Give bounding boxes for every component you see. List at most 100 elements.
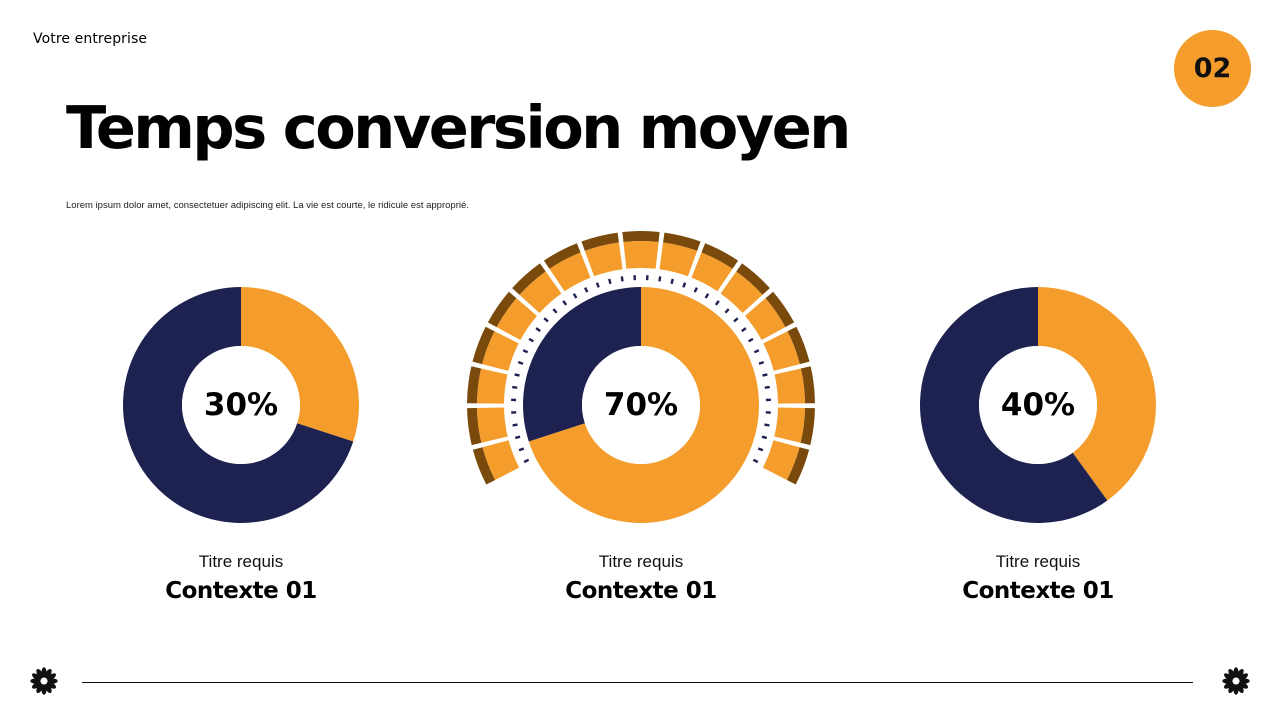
chart-3-hole [979,346,1097,464]
gauge-segment-outer [512,263,546,295]
gauge-tick [514,373,520,377]
flower-petal [44,683,52,694]
flower-petal [1223,681,1234,689]
gauge-tick [724,308,730,314]
flower-petal [44,668,52,679]
gauge-segment-outer [765,291,795,328]
gauge-tick [693,287,698,293]
gauge-tick [753,349,760,354]
gauge-segment-outer [800,407,815,446]
gauge-tick [517,360,524,365]
gauge-tick [758,360,765,365]
gauge-segment-outer [472,326,495,365]
gauge-tick [762,373,768,377]
gauge-tick [761,435,768,440]
gauge-segment-outer [487,291,517,328]
chart-1-center-label: 30% [203,387,279,423]
chart-3-slice-1 [1038,287,1157,501]
gauge-segment-outer [622,231,660,242]
gauge-segment-outer [787,326,810,365]
gauge-segment [762,440,800,480]
gauge-segment [477,368,508,404]
gauge-tick [714,300,720,306]
gauge-segment [720,271,763,313]
gauge-segment [584,242,623,277]
chart-2-slice-1 [528,287,759,523]
gauge-segment-outer [701,243,739,269]
gauge-segment [482,331,519,371]
gauge-tick [620,276,624,282]
gauge-segment-outer [472,447,496,485]
gauge-segment [774,407,805,443]
gauge-tick [522,349,529,354]
gauge-tick [512,385,518,389]
company-name: Votre entreprise [33,31,148,47]
gauge-segment-outer [581,232,619,251]
flower-petal [1238,673,1249,681]
gauge-tick [535,327,541,333]
donut-chart-3 [920,287,1157,523]
gauge-tick [704,293,710,299]
gauge-segment-outer [663,232,701,251]
gauge-segment [482,440,520,480]
footer-divider [82,682,1193,683]
gauge-segment-outer [467,407,482,446]
gauge-tick [764,423,770,427]
flower-icon [1222,667,1250,695]
flower-petal [1228,683,1236,694]
gauge-tick [658,276,662,282]
chart-1-slice-1 [241,287,359,442]
gauge-segment [763,331,800,371]
page-title: Temps conversion moyen [66,93,851,162]
chart-3-context: Contexte 01 [962,578,1114,604]
gauge-segment [519,271,562,313]
chart-1-hole [182,346,300,464]
gauge-segment [496,298,537,340]
flower-petal [1236,668,1244,679]
gauge-segment [477,407,508,443]
gauge-segment [659,242,698,277]
gauge-segment-outer [467,366,482,404]
chart-2-title: Titre requis [598,552,684,571]
gauge-segment-outer [786,447,810,485]
chart-3-center-label: 40% [1000,387,1076,423]
gauge-tick [608,278,612,285]
flower-petal [1223,673,1234,681]
gauge-tick [512,423,518,427]
chart-2-slice-2 [523,287,641,442]
gauge-tick [514,435,521,440]
gauge-segment-outer [543,243,581,269]
gauge-tick [572,293,578,299]
gauge-tick [543,317,549,323]
gauge-tick [752,458,759,464]
flower-center [41,678,47,684]
chart-3-slice-2 [920,287,1108,523]
flower-petal [36,683,44,694]
gauge-decoration [467,231,815,485]
chart-1-slice-2 [123,287,354,523]
flower-petal [36,668,44,679]
chart-1-context: Contexte 01 [165,578,317,604]
gauge-tick [764,385,770,389]
chart-2-hole [582,346,700,464]
gauge-segment-outer [736,263,770,295]
gauge-tick [733,317,739,323]
gauge-tick [552,308,558,314]
flower-petal [1238,681,1249,689]
gauge-tick [741,327,747,333]
chart-3-title: Titre requis [995,552,1081,571]
gauge-tick [595,282,600,288]
gauge-tick [747,337,754,343]
flower-petal [46,681,57,689]
gauge-tick [584,287,589,293]
gauge-segment [691,252,733,292]
donut-chart-1 [123,287,359,523]
flower-petal [1236,683,1244,694]
flower-petal [1228,668,1236,679]
flower-icon [30,667,58,695]
gauge-tick [757,447,764,452]
gauge-segment [774,368,805,404]
gauge-tick [523,458,530,464]
gauge-segment [623,241,659,269]
